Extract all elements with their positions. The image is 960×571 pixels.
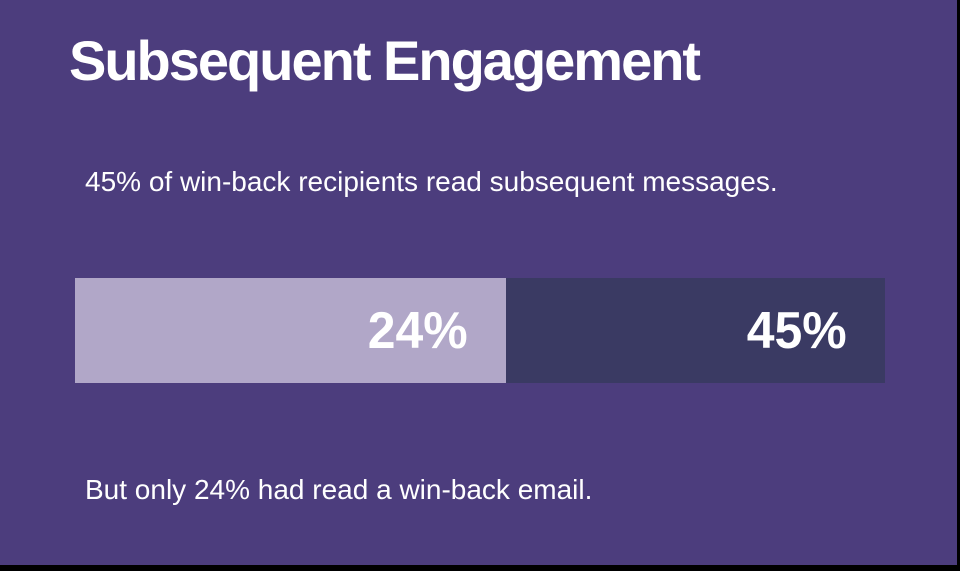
stacked-bar-chart: 24% 45% bbox=[75, 278, 885, 383]
screen-edge-right bbox=[957, 0, 960, 571]
footnote-text: But only 24% had read a win-back email. bbox=[85, 474, 593, 505]
subtitle-text: 45% of win-back recipients read subseque… bbox=[85, 166, 778, 197]
bar-label-24pct: 24% bbox=[367, 301, 468, 360]
bar-label-45pct: 45% bbox=[746, 301, 847, 360]
bar-segment-winback-readers: 24% bbox=[75, 278, 506, 383]
bar-segment-subsequent-readers: 45% bbox=[505, 278, 885, 383]
screen-edge-bottom bbox=[0, 565, 960, 571]
slide-title: Subsequent Engagement bbox=[69, 29, 701, 92]
